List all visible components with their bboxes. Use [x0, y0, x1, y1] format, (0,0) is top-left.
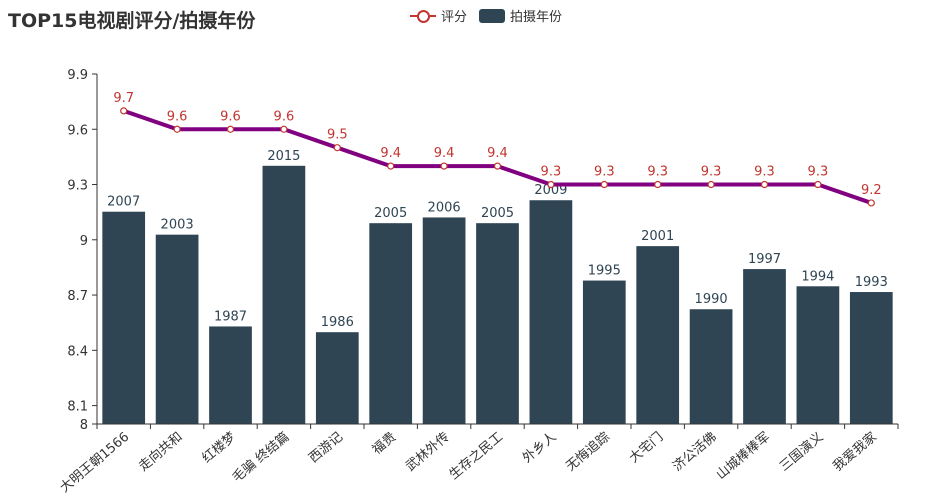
y-tick-label: 9.6 — [67, 123, 88, 138]
score-value-label: 9.3 — [808, 165, 829, 180]
score-point — [547, 180, 555, 189]
bar — [476, 223, 519, 424]
x-tick-label: 西游记 — [306, 430, 346, 467]
score-point — [440, 162, 448, 170]
bar-value-label: 1993 — [855, 275, 888, 290]
score-value-label: 9.2 — [861, 183, 882, 198]
x-tick-label: 武林外传 — [403, 430, 452, 475]
score-point — [600, 180, 608, 189]
bar-value-label: 1990 — [695, 292, 728, 307]
score-point — [760, 180, 769, 189]
bar — [582, 280, 626, 424]
y-tick-label: 8.1 — [67, 400, 88, 415]
bar-value-label: 2009 — [534, 183, 567, 198]
score-value-label: 9.3 — [701, 165, 722, 180]
score-point — [493, 162, 502, 170]
bar-value-label: 2001 — [641, 229, 674, 244]
bar — [689, 309, 733, 424]
bar — [849, 292, 893, 424]
score-value-label: 9.3 — [754, 165, 775, 180]
score-point — [173, 125, 181, 133]
bar — [102, 211, 146, 424]
score-point — [867, 199, 875, 207]
legend-item-score[interactable]: 评分 — [410, 6, 467, 25]
score-point — [226, 125, 235, 133]
score-point — [387, 162, 395, 170]
bar-value-label: 1986 — [321, 315, 354, 330]
legend-line-symbol — [410, 9, 436, 23]
x-tick-label: 大宅门 — [627, 430, 667, 467]
bar — [796, 286, 840, 424]
legend-item-year[interactable]: 拍摄年份 — [479, 6, 562, 25]
bar-value-label: 2003 — [161, 218, 194, 233]
score-value-label: 9.5 — [327, 128, 348, 143]
x-tick-label: 三国演义 — [776, 429, 826, 475]
bar-value-label: 2007 — [107, 195, 140, 210]
score-point — [654, 180, 662, 189]
y-tick-label: 9 — [80, 234, 88, 249]
score-value-label: 9.4 — [380, 146, 401, 161]
bar — [315, 332, 359, 424]
x-tick-label: 走向共和 — [136, 429, 186, 475]
bar — [743, 269, 786, 424]
bar-value-label: 2006 — [428, 200, 461, 215]
score-point — [707, 180, 715, 189]
y-tick-label: 8.4 — [67, 344, 88, 359]
score-value-label: 9.7 — [113, 91, 134, 106]
x-tick-label: 红楼梦 — [199, 429, 239, 466]
legend: 评分 拍摄年份 — [410, 6, 574, 25]
score-value-label: 9.6 — [274, 109, 295, 124]
bar — [369, 223, 413, 424]
y-tick-label: 9.9 — [67, 68, 88, 83]
y-tick-label: 9.3 — [67, 179, 88, 194]
bar — [209, 326, 252, 424]
score-value-label: 9.4 — [487, 146, 508, 161]
x-tick-label: 福贵 — [370, 430, 400, 458]
bar-value-label: 1995 — [588, 264, 621, 279]
bar — [155, 234, 199, 424]
score-value-label: 9.6 — [220, 109, 241, 124]
x-tick-label: 外乡人 — [520, 430, 560, 467]
y-tick-label: 8 — [80, 418, 88, 433]
score-point — [333, 144, 341, 152]
score-value-label: 9.3 — [647, 165, 668, 180]
x-tick-label: 无悔追踪 — [563, 429, 613, 475]
x-tick-label: 生存之民工 — [447, 430, 506, 483]
chart-title: TOP15电视剧评分/拍摄年份 — [8, 10, 256, 32]
score-value-label: 9.6 — [167, 109, 188, 124]
bar-value-label: 1987 — [214, 309, 247, 324]
bar-value-label: 1997 — [748, 252, 781, 267]
score-point — [280, 125, 288, 133]
bar — [636, 246, 680, 424]
x-tick-label: 我爱我家 — [830, 429, 880, 475]
x-tick-label: 大明王朝1566 — [57, 430, 132, 495]
bar-value-label: 1994 — [801, 269, 834, 284]
bar-value-label: 2015 — [267, 149, 300, 164]
x-tick-label: 济公活佛 — [670, 430, 719, 475]
legend-bar-symbol — [479, 8, 506, 23]
bar — [422, 217, 466, 424]
score-value-label: 9.3 — [594, 165, 615, 180]
score-value-label: 9.4 — [434, 146, 455, 161]
bar — [262, 165, 306, 424]
legend-label-score: 评分 — [441, 10, 468, 25]
legend-label-year: 拍摄年份 — [510, 10, 563, 25]
score-value-label: 9.3 — [541, 165, 562, 180]
score-point — [814, 180, 822, 189]
x-tick-label: 毛骗 终结篇 — [229, 429, 292, 486]
x-tick-label: 山城棒棒军 — [714, 430, 773, 483]
score-point — [120, 107, 128, 115]
bar-value-label: 2005 — [374, 206, 407, 221]
bar-value-label: 2005 — [481, 206, 514, 221]
bar — [529, 200, 573, 424]
y-tick-label: 8.7 — [67, 289, 88, 304]
